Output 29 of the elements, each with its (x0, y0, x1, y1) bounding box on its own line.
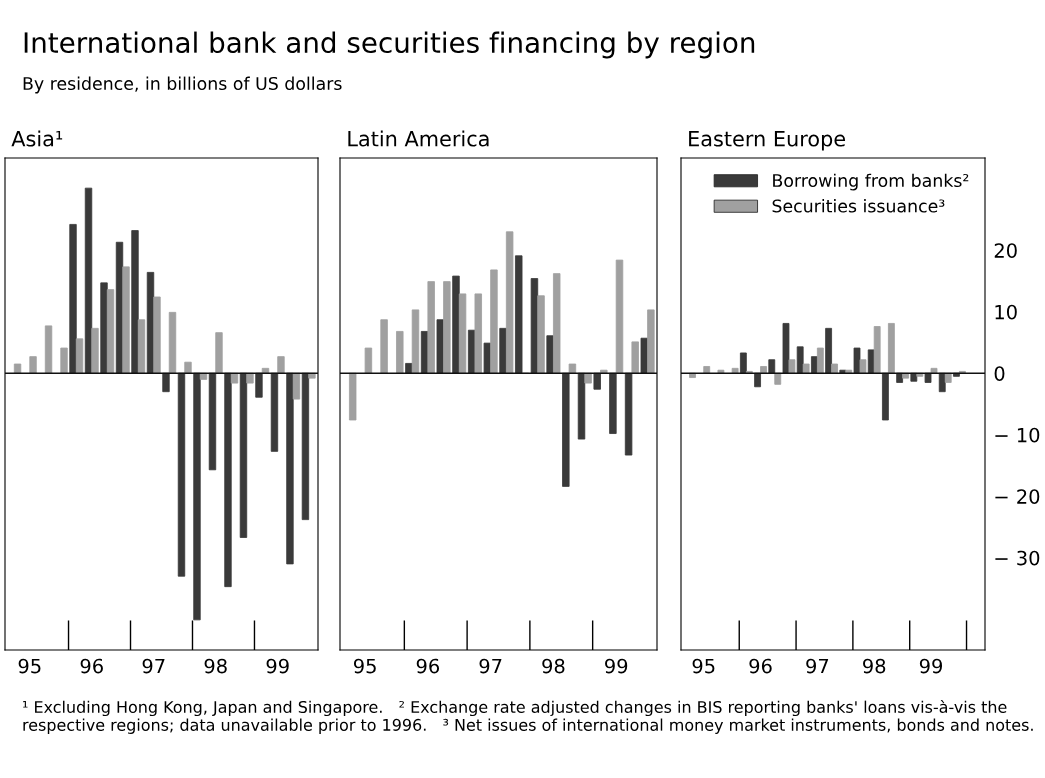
x-tick-label: 96 (416, 658, 440, 674)
x-tick-label: 99 (919, 658, 943, 674)
x-tick-label: 99 (266, 658, 289, 674)
chart-title: Latin America (348, 130, 489, 147)
x-tick-label: 98 (542, 658, 565, 674)
x-tick-label: 95 (692, 658, 715, 674)
x-tick-label: 96 (80, 658, 103, 674)
x-tick-label: 97 (142, 658, 165, 674)
x-tick-label: 96 (749, 658, 772, 674)
x-tick-label: 99 (605, 658, 628, 674)
chart-title: Asia¹ (11, 130, 63, 147)
chart-title: Eastern Europe (689, 131, 846, 151)
x-tick-label: 98 (863, 658, 886, 674)
y-tick-label: 10 (995, 304, 1017, 320)
x-tick-label: 95 (353, 658, 376, 674)
x-tick-label: 97 (479, 658, 502, 674)
y-tick-label: − 10 (995, 427, 1040, 443)
x-tick-label: 97 (806, 658, 829, 674)
y-tick-label: − 30 (995, 550, 1040, 566)
y-tick-label: 20 (994, 243, 1017, 258)
text: International bank and securities financing by region (24, 31, 755, 59)
x-tick-label: 98 (204, 658, 227, 674)
x-tick-label: 95 (18, 658, 41, 674)
text: ¹ Excluding Hong Kong, Japan and Singapore. ² Exchange rate adjusted changes in BIS reporting banks' loans vis-à-vis the respective regions; data unavailable prior to 1996. ³ Net issues of international money market instruments, bonds and notes. (23, 700, 1033, 734)
text: By residence, in billions of US dollars (23, 76, 342, 94)
legend-label: Securities issuance³ (772, 199, 945, 213)
y-tick-label: − 20 (995, 489, 1040, 504)
legend-label: Borrowing from banks² (773, 173, 969, 191)
y-tick-label: 0 (994, 366, 1005, 381)
